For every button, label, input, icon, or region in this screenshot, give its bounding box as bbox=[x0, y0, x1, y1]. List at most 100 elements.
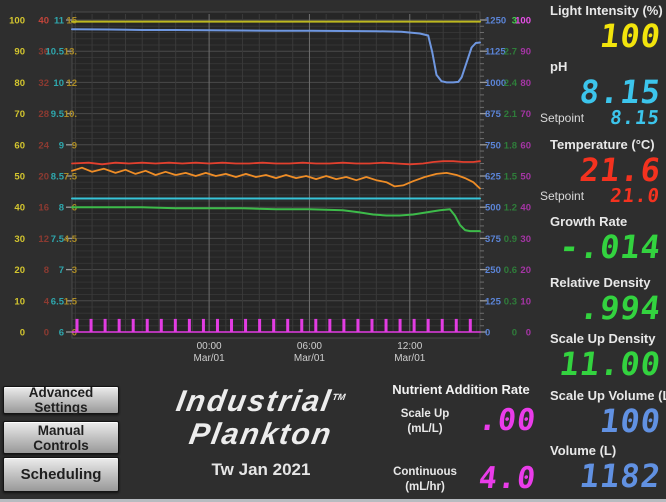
temperature-label: Temperature (°C) bbox=[550, 137, 655, 152]
growth-rate-value[interactable]: -.014 bbox=[557, 228, 664, 266]
scheduling-button[interactable]: Scheduling bbox=[3, 457, 119, 492]
manual-controls-button[interactable]: Manual Controls bbox=[3, 421, 119, 454]
svg-text:100: 100 bbox=[515, 16, 531, 27]
svg-text:60: 60 bbox=[14, 140, 25, 151]
svg-text:1.5: 1.5 bbox=[64, 296, 78, 307]
light-intensity-value[interactable]: 100 bbox=[597, 17, 664, 55]
scale-up-density-label: Scale Up Density bbox=[550, 331, 656, 346]
x-axis-label: Mar/01 bbox=[394, 353, 426, 364]
svg-text:2.4: 2.4 bbox=[504, 78, 518, 89]
svg-text:6.5: 6.5 bbox=[51, 296, 65, 307]
nutrient-addition-panel: Nutrient Addition Rate Scale Up (mL/L) .… bbox=[384, 382, 538, 499]
svg-text:10: 10 bbox=[53, 78, 64, 89]
brand-logo: IndustrialTM Plankton Tw Jan 2021 bbox=[133, 381, 389, 480]
svg-text:10: 10 bbox=[14, 296, 25, 307]
svg-text:20: 20 bbox=[520, 265, 531, 276]
svg-text:32: 32 bbox=[38, 78, 49, 89]
light-intensity-label: Light Intensity (%) bbox=[550, 3, 663, 18]
sidebar-section-relative-density: Relative Density .994 bbox=[538, 275, 666, 327]
svg-text:625: 625 bbox=[485, 172, 502, 183]
svg-text:1250: 1250 bbox=[485, 16, 506, 27]
svg-text:4: 4 bbox=[44, 296, 50, 307]
ph-value[interactable]: 8.15 bbox=[577, 73, 664, 111]
svg-text:125: 125 bbox=[485, 296, 502, 307]
svg-text:12: 12 bbox=[66, 78, 77, 89]
svg-text:3: 3 bbox=[512, 16, 517, 27]
svg-text:10.: 10. bbox=[64, 109, 77, 120]
svg-text:6: 6 bbox=[59, 328, 64, 339]
svg-text:1125: 1125 bbox=[485, 47, 506, 58]
continuous-rate-value[interactable]: 4.0 bbox=[476, 461, 539, 496]
temperature-value[interactable]: 21.6 bbox=[577, 151, 664, 189]
ph-setpoint-value[interactable]: 8.15 bbox=[608, 107, 662, 129]
temperature-setpoint-value[interactable]: 21.0 bbox=[608, 185, 662, 207]
svg-text:12: 12 bbox=[38, 234, 49, 245]
sidebar-section-light-intensity: Light Intensity (%) 100 bbox=[538, 3, 666, 55]
x-axis-label: Mar/01 bbox=[194, 353, 226, 364]
ph-setpoint-label: Setpoint bbox=[540, 111, 585, 125]
svg-text:40: 40 bbox=[14, 203, 25, 214]
svg-text:80: 80 bbox=[14, 78, 25, 89]
temperature-setpoint-label: Setpoint bbox=[540, 189, 585, 203]
temperature-setpoint-row: Setpoint 21.0 bbox=[538, 185, 666, 207]
scale-up-density-value[interactable]: 11.00 bbox=[557, 345, 664, 383]
volume-label: Volume (L) bbox=[550, 443, 617, 458]
continuous-rate-row: Continuous (mL/hr) 4.0 bbox=[384, 459, 538, 499]
relative-density-value[interactable]: .994 bbox=[577, 289, 664, 327]
svg-text:4.5: 4.5 bbox=[64, 234, 78, 245]
svg-text:375: 375 bbox=[485, 234, 502, 245]
svg-text:90: 90 bbox=[14, 47, 25, 58]
series-temperature bbox=[71, 160, 481, 166]
scale-up-volume-value[interactable]: 100 bbox=[597, 402, 664, 440]
svg-text:100: 100 bbox=[9, 16, 25, 27]
svg-text:0: 0 bbox=[44, 328, 49, 339]
svg-text:1.8: 1.8 bbox=[504, 140, 517, 151]
brand-logo-line2: Plankton bbox=[186, 418, 336, 451]
svg-text:60: 60 bbox=[520, 140, 531, 151]
x-axis-label: 00:00 bbox=[197, 341, 222, 352]
svg-text:875: 875 bbox=[485, 109, 502, 120]
svg-text:1.5: 1.5 bbox=[504, 172, 518, 183]
svg-text:0: 0 bbox=[526, 328, 531, 339]
series-volume bbox=[71, 28, 481, 84]
svg-text:10.5: 10.5 bbox=[46, 47, 65, 58]
svg-text:24: 24 bbox=[38, 140, 49, 151]
x-axis-label: 12:00 bbox=[397, 341, 422, 352]
svg-text:9: 9 bbox=[59, 140, 64, 151]
sidebar-section-growth-rate: Growth Rate -.014 bbox=[538, 214, 666, 266]
relative-density-label: Relative Density bbox=[550, 275, 651, 290]
svg-text:0.3: 0.3 bbox=[504, 296, 517, 307]
svg-text:1000: 1000 bbox=[485, 78, 506, 89]
svg-text:30: 30 bbox=[520, 234, 531, 245]
svg-text:13.: 13. bbox=[64, 47, 77, 58]
svg-text:80: 80 bbox=[520, 78, 531, 89]
continuous-rate-label: Continuous (mL/hr) bbox=[393, 466, 457, 493]
svg-text:0: 0 bbox=[485, 328, 490, 339]
trademark-symbol: TM bbox=[331, 392, 347, 402]
svg-text:1.2: 1.2 bbox=[504, 203, 517, 214]
svg-text:0: 0 bbox=[512, 328, 517, 339]
growth-rate-label: Growth Rate bbox=[550, 214, 628, 229]
scale-up-rate-value[interactable]: .00 bbox=[476, 403, 539, 438]
svg-text:40: 40 bbox=[38, 16, 49, 27]
nutrient-panel-title: Nutrient Addition Rate bbox=[392, 382, 530, 397]
bottom-edge-strip bbox=[0, 499, 666, 502]
advanced-settings-button[interactable]: Advanced Settings bbox=[3, 385, 119, 415]
svg-text:500: 500 bbox=[485, 203, 501, 214]
svg-text:2.7: 2.7 bbox=[504, 47, 517, 58]
svg-text:9: 9 bbox=[72, 140, 77, 151]
ph-setpoint-row: Setpoint 8.15 bbox=[538, 107, 666, 129]
series-aux_orange bbox=[71, 166, 481, 190]
svg-text:20: 20 bbox=[38, 172, 49, 183]
svg-text:750: 750 bbox=[485, 140, 501, 151]
volume-value[interactable]: 1182 bbox=[577, 457, 664, 495]
svg-text:70: 70 bbox=[520, 109, 531, 120]
svg-text:7.5: 7.5 bbox=[51, 234, 65, 245]
brand-logo-line1: IndustrialTM bbox=[173, 385, 347, 418]
svg-text:20: 20 bbox=[14, 265, 25, 276]
svg-text:0: 0 bbox=[20, 328, 25, 339]
svg-text:0.9: 0.9 bbox=[504, 234, 517, 245]
svg-text:0.6: 0.6 bbox=[504, 265, 517, 276]
